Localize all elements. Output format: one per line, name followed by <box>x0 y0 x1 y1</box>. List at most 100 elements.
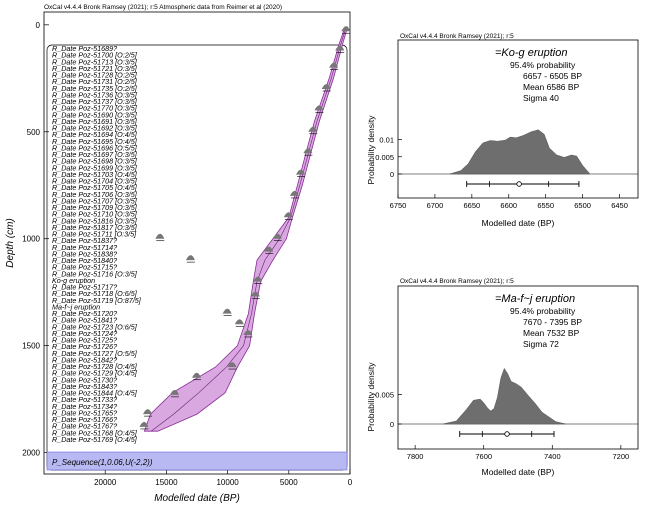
ma-f-j-density <box>398 367 638 437</box>
date-label: R_Date Poz-51690 [O:3/5] <box>52 110 138 119</box>
date-label: R_Date Poz-51816 [O:3/5] <box>52 216 138 225</box>
date-label: R_Date Poz-51842? <box>52 356 117 365</box>
date-label: R_Date Poz-51717? <box>52 283 117 292</box>
date-marker <box>303 148 313 154</box>
age-depth-envelope <box>143 26 349 432</box>
date-label: R_Date Poz-51711 [O:3/5] <box>52 230 137 239</box>
date-label: R_Date Poz-51767? <box>52 422 117 431</box>
date-label: R_Date Poz-51726? <box>52 342 117 351</box>
density-x-tick-label: 6500 <box>574 201 591 210</box>
date-label: R_Date Poz-51721 [O:3/5] <box>52 64 138 73</box>
date-marker <box>335 45 345 51</box>
date-label: R_Date Poz-51731 [O:2/5] <box>52 77 138 86</box>
date-labels: R_Date Poz-51689?R_Date Poz-51700 [O:2/5… <box>52 44 142 444</box>
depth-model-chart: OxCal v4.4.4 Bronk Ramsey (2021); r:5 At… <box>5 4 353 504</box>
date-markers <box>139 26 351 430</box>
density-y-tick-label: 0.005 <box>375 153 394 162</box>
ko-g-axes: 6750 6700 6650 6600 6550 6500 6450 0 0.005 0.01 <box>375 136 628 211</box>
ma-f-j-axes: 7800 7600 7400 7200 0 0.005 <box>375 390 629 461</box>
date-label: Ma-f~j eruption <box>52 303 100 312</box>
date-label: R_Date Poz-51710 [O:3/5] <box>52 210 138 219</box>
date-label: R_Date Poz-51694 [O:4/5] <box>52 130 138 139</box>
date-label: R_Date Poz-51695 [O:4/5] <box>52 137 138 146</box>
ko-g-header: OxCal v4.4.4 Bronk Ramsey (2021); r:5 <box>400 33 514 40</box>
density-x-tick-label: 7600 <box>475 452 492 461</box>
date-marker <box>253 276 263 282</box>
ko-g-stat-prob: 95.4% probability <box>510 60 576 70</box>
sequence-band <box>46 451 348 471</box>
date-label: R_Date Poz-51765? <box>52 409 117 418</box>
date-label: R_Date Poz-51700 [O:2/5] <box>52 51 138 60</box>
date-label: R_Date Poz-51709 [O:3/5] <box>52 203 138 212</box>
density-x-tick-label: 6600 <box>500 201 517 210</box>
date-label: R_Date Poz-51691 [O:3/5] <box>52 117 138 126</box>
date-label: R_Date Poz-51841? <box>52 316 117 325</box>
date-label: R_Date Poz-51736 [O:3/5] <box>52 90 138 99</box>
ma-f-j-header: OxCal v4.4.4 Bronk Ramsey (2021); r:5 <box>400 278 514 285</box>
density-x-tick-label: 6700 <box>427 201 444 210</box>
date-label: R_Date Poz-51728 [O:2/5] <box>52 71 138 80</box>
date-label: R_Date Poz-51730? <box>52 375 117 384</box>
age-tick-label: 10000 <box>216 478 239 487</box>
date-label: R_Date Poz-51725? <box>52 336 117 345</box>
date-marker <box>264 246 274 252</box>
date-label: R_Date Poz-51703 [O:4/5] <box>52 170 138 179</box>
date-label: R_Date Poz-51817 [O:3/5] <box>52 223 138 232</box>
depth-tick-label: 1500 <box>22 342 40 351</box>
left-x-axis-label: Modelled date (BP) <box>154 493 240 504</box>
date-label: R_Date Poz-51733? <box>52 395 117 404</box>
date-label: R_Date Poz-51843? <box>52 382 117 391</box>
depth-tick-label: 2000 <box>22 449 40 458</box>
ma-f-j-x-axis-label: Modelled date (BP) <box>482 467 555 477</box>
ma-f-j-title: =Ma-f~j eruption <box>495 293 575 305</box>
left-y-axis-label: Depth (cm) <box>5 218 16 267</box>
date-label: R_Date Poz-51844 [O:4/5] <box>52 389 138 398</box>
date-marker <box>227 362 237 368</box>
left-chart-header: OxCal v4.4.4 Bronk Ramsey (2021); r:5 At… <box>44 4 282 11</box>
date-label: R_Date Poz-51724? <box>52 329 117 338</box>
density-x-tick-label: 6550 <box>537 201 554 210</box>
ko-g-plot-frame <box>397 39 639 199</box>
mean-marker <box>516 181 522 187</box>
date-marker <box>329 62 339 68</box>
depth-tick-label: 0 <box>36 21 41 30</box>
date-label: R_Date Poz-51737 [O:3/5] <box>52 97 138 106</box>
date-marker <box>170 389 179 395</box>
ma-f-j-stat-range: 7670 - 7395 BP <box>523 317 582 327</box>
sequence-label: P_Sequence(1,0.06,U(-2,2)) <box>52 458 153 467</box>
density-area <box>442 367 567 425</box>
density-area <box>449 129 591 175</box>
depth-axis: 0 500 1000 1500 2000 <box>22 21 49 458</box>
density-y-tick-label: 0 <box>390 420 394 429</box>
envelope-median <box>150 26 347 432</box>
date-label: R_Date Poz-51735 [O:2/5] <box>52 84 138 93</box>
ma-f-j-stat-sigma: Sigma 72 <box>523 339 559 349</box>
date-label: R_Date Poz-51837? <box>52 236 117 245</box>
date-label: R_Date Poz-51715? <box>52 263 117 272</box>
ko-g-stat-range: 6657 - 6505 BP <box>523 71 582 81</box>
envelope-polygon <box>143 26 349 432</box>
date-label: R_Date Poz-51729 [O:4/5] <box>52 369 138 378</box>
date-label: R_Date Poz-51769 [O:4/5] <box>52 435 138 444</box>
date-marker <box>296 169 305 175</box>
date-label: R_Date Poz-51689? <box>52 44 117 53</box>
age-tick-label: 15000 <box>155 478 178 487</box>
date-label: R_Date Poz-51704 [O:3/5] <box>52 177 138 186</box>
date-marker <box>139 421 149 427</box>
ko-g-stat-sigma: Sigma 40 <box>523 93 559 103</box>
date-marker <box>308 126 318 132</box>
date-marker <box>272 233 282 239</box>
date-marker <box>321 84 331 89</box>
date-label: R_Date Poz-51840? <box>52 256 117 265</box>
date-label: R_Date Poz-51698 [O:3/5] <box>52 157 138 166</box>
ko-g-y-axis-label: Probability density <box>366 115 376 185</box>
date-label: Ko-g eruption <box>52 276 95 285</box>
density-x-tick-label: 7200 <box>613 452 630 461</box>
ko-g-x-axis-label: Modelled date (BP) <box>482 218 555 228</box>
date-marker <box>283 212 293 218</box>
date-marker <box>250 291 260 297</box>
left-plot-frame <box>43 11 351 475</box>
date-marker <box>143 409 152 415</box>
depth-tick-label: 1000 <box>22 235 40 244</box>
